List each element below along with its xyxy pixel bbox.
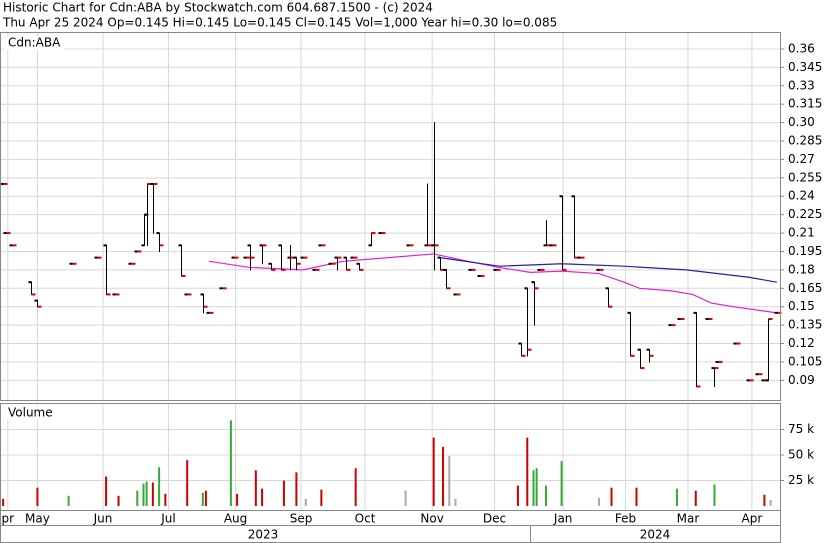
- volume-bar: [763, 494, 766, 506]
- volume-bar: [304, 498, 307, 506]
- y-tick-label: 0.105: [788, 354, 822, 368]
- volume-bar: [229, 420, 232, 506]
- volume-bar: [442, 446, 445, 506]
- volume-bar: [635, 487, 638, 506]
- y-tick-label: 0.165: [788, 281, 822, 295]
- panel-title: Cdn:ABA: [8, 36, 61, 50]
- year-label: 2024: [640, 528, 671, 542]
- moving-average: [439, 257, 777, 283]
- volume-bar: [151, 482, 154, 506]
- x-tick-label: Dec: [483, 512, 506, 526]
- volume-bar: [36, 487, 39, 506]
- volume-bar: [535, 468, 538, 506]
- volume-bar: [105, 476, 108, 506]
- x-tick-label: Apr: [742, 512, 763, 526]
- volume-bar: [320, 489, 323, 506]
- y-tick-label: 50 k: [788, 448, 814, 462]
- volume-bar: [454, 498, 457, 506]
- y-tick-label: 0.12: [788, 336, 815, 350]
- y-tick-label: 0.285: [788, 134, 822, 148]
- volume-bar: [516, 485, 519, 506]
- x-tick-label: Oct: [355, 512, 376, 526]
- y-tick-label: 0.36: [788, 41, 815, 55]
- volume-bar: [526, 437, 529, 506]
- x-tick-label: Nov: [420, 512, 443, 526]
- y-tick-label: 0.21: [788, 226, 815, 240]
- volume-bar: [158, 467, 161, 506]
- y-tick-label: 0.195: [788, 244, 822, 258]
- volume-bar: [261, 488, 264, 506]
- header-line: Historic Chart for Cdn:ABA by Stockwatch…: [3, 1, 433, 15]
- y-tick-label: 0.135: [788, 318, 822, 332]
- x-tick-label: Jan: [553, 512, 573, 526]
- y-tick-label: 75 k: [788, 422, 814, 436]
- volume-bar: [354, 468, 357, 506]
- x-tick-label: May: [25, 512, 50, 526]
- x-tick-label: Aug: [224, 512, 247, 526]
- y-tick-label: 0.255: [788, 170, 822, 184]
- y-tick-label: 0.18: [788, 262, 815, 276]
- volume-bar: [769, 499, 772, 506]
- volume-bar: [448, 456, 451, 506]
- y-tick-label: 0.24: [788, 189, 815, 203]
- volume-bar: [164, 493, 167, 506]
- x-tick-label: Feb: [615, 512, 636, 526]
- volume-bar: [204, 490, 207, 506]
- y-tick-label: 0.27: [788, 152, 815, 166]
- volume-bar: [598, 497, 601, 506]
- volume-bar: [2, 498, 5, 506]
- volume-bar: [67, 495, 70, 506]
- x-tick-label: Jun: [93, 512, 113, 526]
- y-tick-label: 0.09: [788, 373, 815, 387]
- x-tick-label: Sep: [290, 512, 313, 526]
- volume-bar: [676, 488, 679, 506]
- volume-bar: [295, 472, 298, 506]
- volume-bar: [117, 495, 120, 506]
- y-tick-label: 0.225: [788, 207, 822, 221]
- y-tick-label: 0.315: [788, 97, 822, 111]
- label-bg: [4, 36, 64, 50]
- y-tick-label: 0.345: [788, 60, 822, 74]
- volume-bar: [532, 470, 535, 506]
- y-tick-label: 0.30: [788, 115, 815, 129]
- plot-layer: pr May Jun Jul Aug Sep Oct Nov Dec Jan Feb Mar Apr: [0, 33, 782, 526]
- header-line: Thu Apr 25 2024 Op=0.145 Hi=0.145 Lo=0.1…: [2, 16, 557, 30]
- y-tick-label: 0.15: [788, 299, 815, 313]
- y-tick-label: 0.33: [788, 78, 815, 92]
- volume-bar: [713, 484, 716, 506]
- volume-bar: [610, 487, 613, 506]
- volume-bar: [404, 490, 407, 506]
- volume-bar: [142, 483, 145, 506]
- volume-bar: [545, 485, 547, 506]
- volume-bar: [236, 493, 239, 506]
- volume-bar: [282, 480, 285, 506]
- x-tick-label: Jul: [160, 512, 175, 526]
- panel-title: Volume: [8, 406, 53, 420]
- year-label: 2023: [248, 528, 279, 542]
- volume-bar: [432, 437, 435, 506]
- volume-bar: [136, 490, 139, 506]
- volume-bar: [145, 481, 148, 506]
- volume-bar: [186, 460, 189, 506]
- y-tick-label: 25 k: [788, 473, 814, 487]
- volume-bar: [694, 490, 697, 506]
- volume-bar: [254, 470, 257, 506]
- volume-bar: [201, 492, 204, 506]
- x-tick-label: Mar: [677, 512, 700, 526]
- x-tick-label: pr: [2, 512, 15, 526]
- label-bg: [4, 406, 58, 420]
- price-frame: [0, 32, 781, 401]
- volume-bar: [560, 461, 563, 506]
